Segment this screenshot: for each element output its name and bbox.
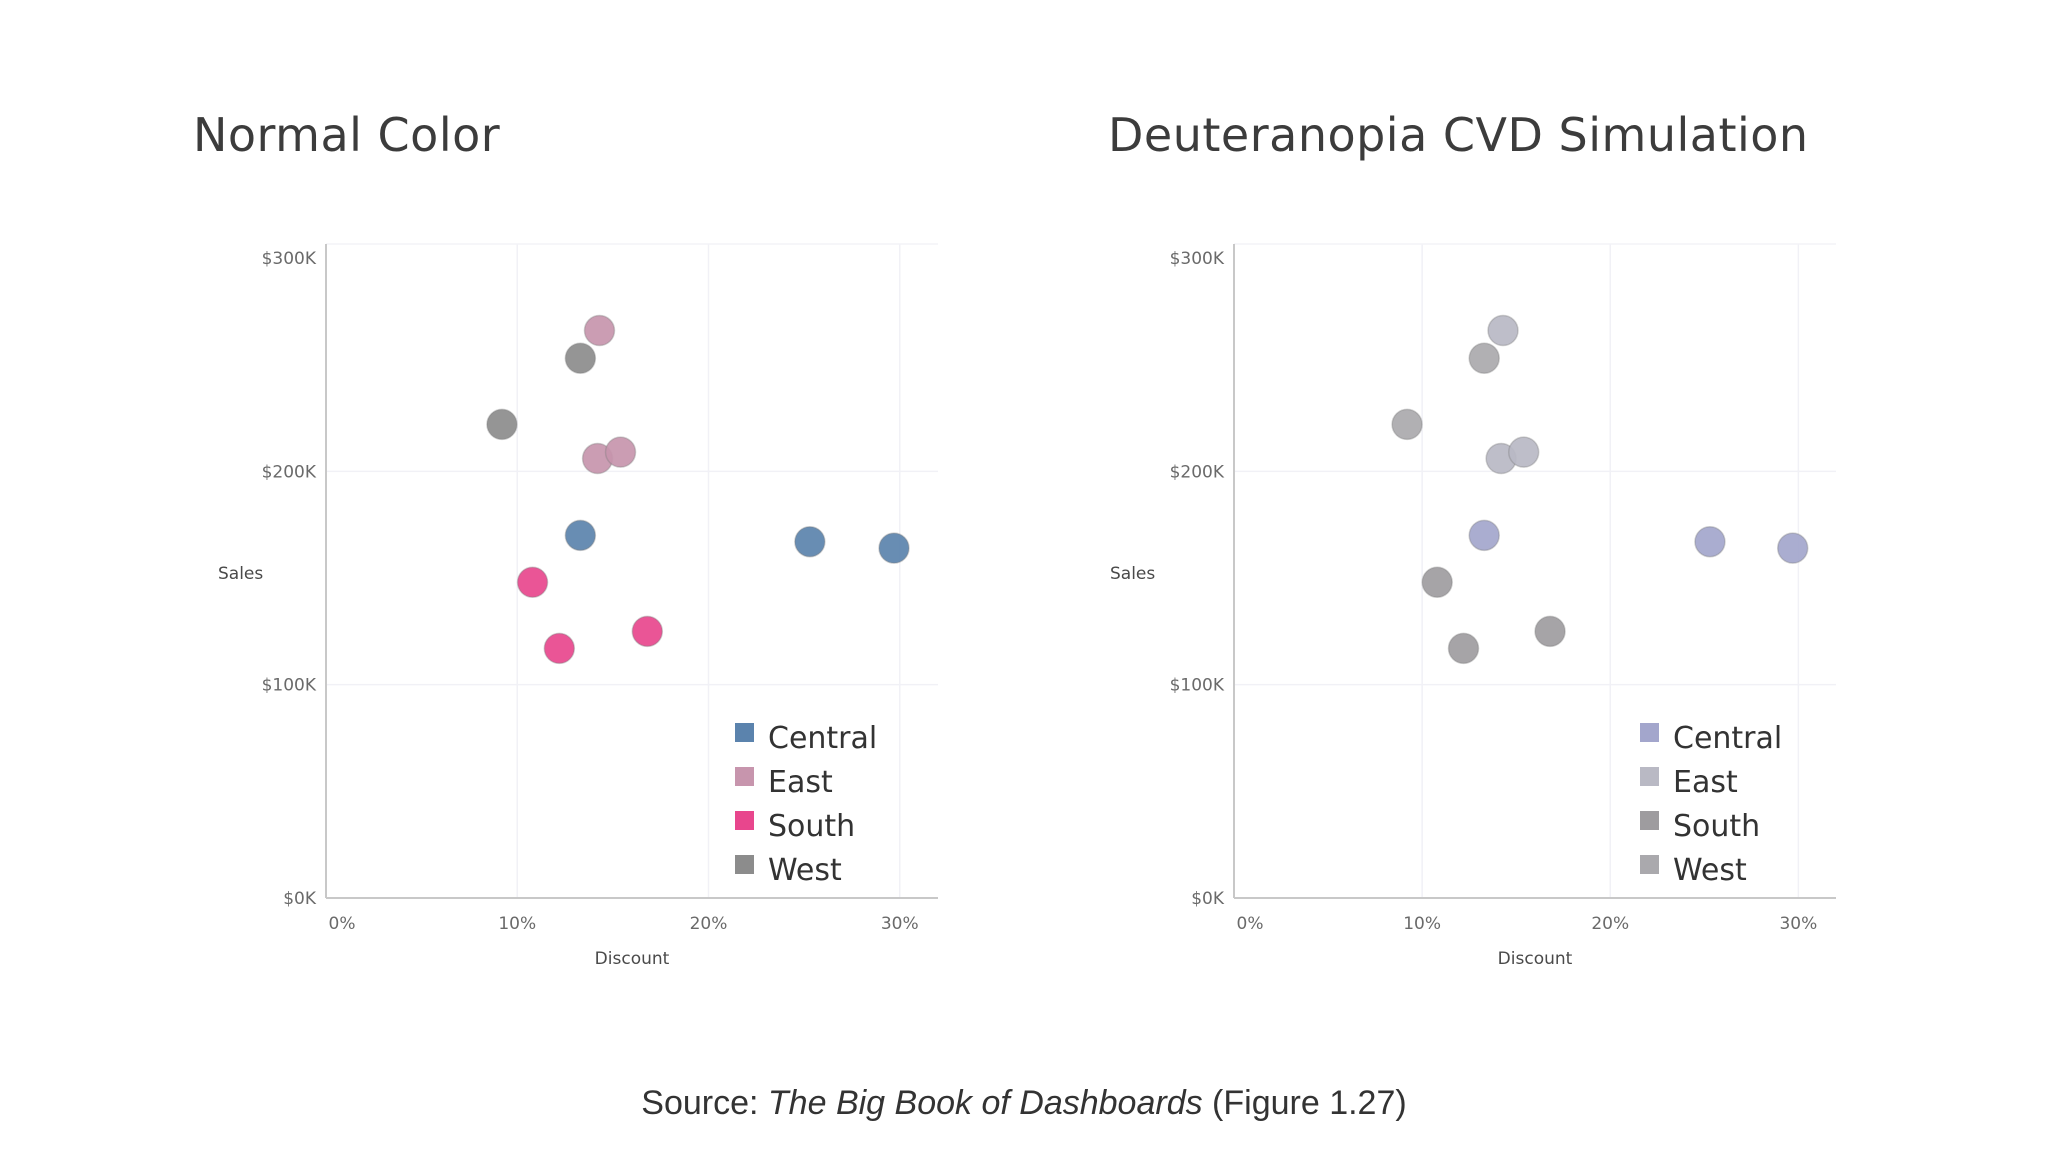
data-point-east	[604, 436, 637, 468]
y-tick-label: $200K	[262, 462, 317, 482]
legend-swatch-south	[735, 811, 754, 830]
scatter-chart-deuteranopia: $0K $100K $200K $300K 0% 10% 20% 30% Discount Sal…	[1110, 243, 1836, 969]
y-tick-label: $0K	[1191, 889, 1225, 909]
data-point-central	[1776, 532, 1809, 564]
x-tick-label: 30%	[1779, 914, 1817, 934]
legend-label-east: East	[1673, 765, 1738, 800]
legend-label-west: West	[768, 853, 842, 888]
y-tick-label: $300K	[1170, 249, 1225, 269]
legend-label-south: South	[1673, 809, 1760, 844]
y-axis-title: Sales	[1110, 564, 1155, 584]
y-axis-title: Sales	[218, 564, 263, 584]
data-point-central	[564, 519, 597, 552]
y-tick-label: $100K	[1170, 676, 1225, 696]
source-prefix: Source:	[641, 1084, 768, 1122]
x-tick-label: 20%	[690, 914, 728, 934]
data-point-south	[1421, 566, 1453, 599]
x-tick-label: 30%	[881, 914, 919, 934]
legend-swatch-central	[735, 723, 754, 742]
legend-swatch-west	[1640, 855, 1659, 874]
data-point-west	[486, 408, 518, 441]
x-tick-label: 20%	[1591, 914, 1629, 934]
source-suffix: (Figure 1.27)	[1202, 1084, 1407, 1122]
x-tick-label: 10%	[1403, 914, 1441, 934]
legend-label-east: East	[768, 765, 833, 800]
data-point-south	[516, 566, 549, 599]
data-point-central	[1694, 525, 1726, 558]
legend-swatch-south	[1640, 811, 1659, 830]
x-tick-label: 0%	[1237, 914, 1264, 934]
scatter-chart-normal: $0K $100K $200K $300K 0% 10% 20% 30% Discount Sal…	[218, 243, 938, 969]
data-point-central	[878, 532, 910, 564]
legend-swatch-west	[735, 855, 754, 874]
data-point-east	[1487, 314, 1519, 347]
source-book-title: The Big Book of Dashboards	[767, 1084, 1203, 1122]
y-tick-label: $200K	[1170, 462, 1225, 482]
y-tick-label: $300K	[262, 249, 317, 269]
data-point-south	[1447, 632, 1480, 665]
legend-swatch-central	[1640, 723, 1659, 742]
data-point-west	[1391, 408, 1423, 441]
data-point-west	[564, 342, 597, 375]
legend-label-west: West	[1673, 853, 1747, 888]
data-point-east	[1507, 436, 1540, 468]
y-tick-label: $0K	[283, 889, 317, 909]
x-axis-title: Discount	[595, 949, 670, 969]
y-tick-label: $100K	[262, 676, 317, 696]
data-point-west	[1468, 342, 1500, 375]
source-caption: Source: The Big Book of Dashboards (Figu…	[0, 1084, 2048, 1123]
x-tick-label: 0%	[329, 914, 356, 934]
x-axis-title: Discount	[1498, 949, 1573, 969]
legend-label-central: Central	[1673, 721, 1782, 756]
legend-label-central: Central	[768, 721, 877, 756]
chart-title-deuteranopia: Deuteranopia CVD Simulation	[1108, 108, 1809, 162]
legend-swatch-east	[735, 767, 754, 786]
data-point-east	[583, 314, 616, 347]
data-point-south	[543, 632, 576, 665]
legend-label-south: South	[768, 809, 855, 844]
data-point-south	[631, 615, 664, 648]
data-point-central	[794, 525, 826, 558]
data-point-central	[1468, 519, 1500, 552]
data-point-south	[1534, 615, 1566, 648]
chart-title-normal: Normal Color	[193, 108, 501, 162]
x-tick-label: 10%	[498, 914, 536, 934]
legend-swatch-east	[1640, 767, 1659, 786]
